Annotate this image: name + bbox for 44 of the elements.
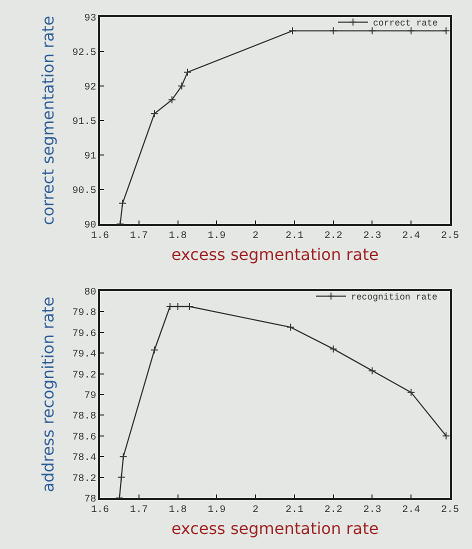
y-tick-label: 78.6 <box>72 432 96 444</box>
x-tick-label: 1.7 <box>130 230 148 242</box>
x-tick-label: 2 <box>252 230 259 242</box>
x-tick-label: 1.7 <box>130 504 148 516</box>
legend-label: correct rate <box>373 18 438 29</box>
x-tick-label: 2.1 <box>285 230 304 242</box>
y-tick-label: 78.8 <box>72 412 96 423</box>
y-tick-label: 90 <box>84 220 96 232</box>
y-tick-label: 78 <box>84 494 96 506</box>
y-tick-label: 80 <box>84 288 96 298</box>
y-tick-label: 79 <box>84 391 96 402</box>
x-axis-title: excess segmentation rate <box>171 244 379 264</box>
y-tick-label: 91 <box>84 152 96 162</box>
x-tick-label: 2.1 <box>285 504 304 516</box>
x-tick-label: 1.8 <box>168 230 187 242</box>
x-tick-label: 1.6 <box>90 504 110 516</box>
y-tick-label: 93 <box>84 14 96 24</box>
x-tick-label: 2.2 <box>324 230 342 242</box>
y-tick-label: 79.4 <box>72 350 96 361</box>
x-tick-label: 2.5 <box>440 230 460 242</box>
y-tick-label: 92.5 <box>72 48 96 59</box>
y-tick-label: 78.4 <box>72 453 96 464</box>
x-axis-title: excess segmentation rate <box>171 518 379 538</box>
y-tick-label: 90.5 <box>72 186 96 197</box>
x-tick-label: 2.3 <box>363 230 382 242</box>
y-tick-label: 79.2 <box>72 370 96 382</box>
y-axis-title: correct segmentation rate <box>38 16 58 226</box>
y-tick-label: 91.5 <box>72 117 96 128</box>
x-tick-label: 2 <box>252 504 259 516</box>
y-axis-title: address recognition rate <box>38 296 58 492</box>
x-tick-label: 1.9 <box>208 504 226 516</box>
x-tick-label: 2.4 <box>402 230 420 242</box>
x-tick-label: 2.4 <box>402 504 420 516</box>
legend-label: recognition rate <box>351 292 438 303</box>
y-tick-label: 92 <box>84 82 96 94</box>
x-tick-label: 2.2 <box>324 504 342 516</box>
y-tick-label: 79.6 <box>72 328 96 340</box>
x-tick-label: 2.5 <box>440 504 460 516</box>
x-tick-label: 2.3 <box>363 504 382 516</box>
x-tick-label: 1.6 <box>90 230 110 242</box>
y-tick-label: 79.8 <box>72 308 96 320</box>
x-tick-label: 1.9 <box>208 230 226 242</box>
y-tick-label: 78.2 <box>72 474 96 485</box>
x-tick-label: 1.8 <box>168 504 187 516</box>
